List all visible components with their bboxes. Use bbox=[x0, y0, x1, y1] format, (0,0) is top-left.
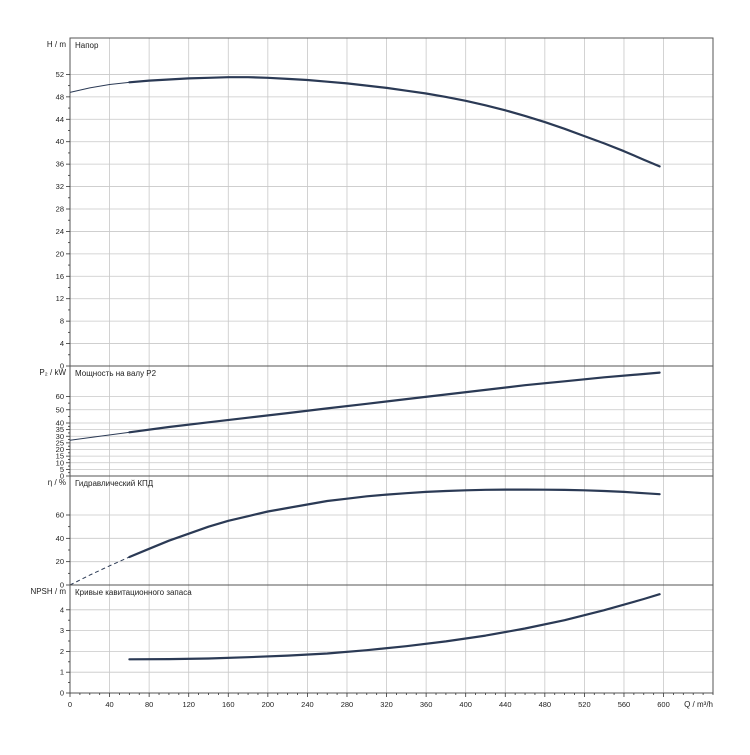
panel-title-head: Напор bbox=[75, 41, 99, 50]
x-tick-label: 600 bbox=[657, 700, 670, 709]
y-tick-label: 12 bbox=[56, 294, 64, 303]
x-tick-label: 520 bbox=[578, 700, 591, 709]
y-tick-label: 35 bbox=[56, 425, 64, 434]
y-tick-label: 8 bbox=[60, 317, 64, 326]
y-tick-label: 16 bbox=[56, 272, 64, 281]
x-tick-label: 560 bbox=[618, 700, 631, 709]
x-tick-label: 400 bbox=[459, 700, 472, 709]
x-tick-label: 280 bbox=[341, 700, 354, 709]
series-line-efficiency-1 bbox=[128, 488, 661, 559]
x-tick-label: 240 bbox=[301, 700, 314, 709]
y-tick-label: 52 bbox=[56, 70, 64, 79]
y-tick-label: 24 bbox=[56, 227, 64, 236]
y-axis-label-efficiency: η / % bbox=[48, 478, 66, 487]
y-tick-label: 40 bbox=[56, 137, 64, 146]
x-tick-label: 40 bbox=[105, 700, 113, 709]
y-tick-label: 2 bbox=[60, 647, 64, 656]
y-tick-label: 60 bbox=[56, 392, 64, 401]
x-tick-label: 320 bbox=[380, 700, 393, 709]
series-line-power-0 bbox=[69, 431, 130, 441]
y-tick-label: 28 bbox=[56, 205, 64, 214]
series-line-head-1 bbox=[128, 76, 661, 168]
panel-title-npsh: Кривые кавитационного запаса bbox=[75, 588, 192, 597]
x-tick-label: 480 bbox=[539, 700, 552, 709]
y-tick-label: 3 bbox=[60, 626, 64, 635]
panel-title-efficiency: Гидравлический КПД bbox=[75, 479, 154, 488]
x-tick-label: 360 bbox=[420, 700, 433, 709]
series-line-npsh-0 bbox=[128, 593, 661, 661]
y-tick-label: 44 bbox=[56, 115, 64, 124]
y-tick-label: 20 bbox=[56, 445, 64, 454]
y-tick-label: 60 bbox=[56, 511, 64, 520]
y-tick-label: 20 bbox=[56, 557, 64, 566]
series-line-power-1 bbox=[128, 371, 661, 434]
y-tick-label: 10 bbox=[56, 458, 64, 467]
y-tick-label: 32 bbox=[56, 182, 64, 191]
y-tick-label: 30 bbox=[56, 432, 64, 441]
y-tick-label: 20 bbox=[56, 249, 64, 258]
y-tick-label: 40 bbox=[56, 419, 64, 428]
y-tick-label: 4 bbox=[60, 339, 64, 348]
y-tick-label: 0 bbox=[60, 472, 64, 481]
panel-title-power: Мощность на валу P2 bbox=[75, 369, 157, 378]
y-tick-label: 48 bbox=[56, 92, 64, 101]
y-tick-label: 0 bbox=[60, 689, 64, 698]
x-tick-label: 0 bbox=[68, 700, 72, 709]
y-axis-label-head: H / m bbox=[47, 40, 66, 49]
y-tick-label: 5 bbox=[60, 465, 64, 474]
x-axis-label: Q / m³/h bbox=[684, 700, 713, 709]
y-tick-label: 4 bbox=[60, 605, 64, 614]
x-tick-label: 200 bbox=[262, 700, 275, 709]
x-tick-label: 440 bbox=[499, 700, 512, 709]
series-line-head-0 bbox=[69, 81, 130, 93]
x-tick-label: 160 bbox=[222, 700, 235, 709]
y-tick-label: 50 bbox=[56, 405, 64, 414]
y-tick-label: 0 bbox=[60, 362, 64, 371]
y-axis-label-power: P₂ / kW bbox=[39, 368, 66, 377]
y-tick-label: 0 bbox=[60, 581, 64, 590]
y-tick-label: 36 bbox=[56, 160, 64, 169]
y-tick-label: 25 bbox=[56, 438, 64, 447]
x-tick-label: 120 bbox=[182, 700, 195, 709]
y-axis-label-npsh: NPSH / m bbox=[30, 587, 66, 596]
y-tick-label: 40 bbox=[56, 534, 64, 543]
y-tick-label: 1 bbox=[60, 668, 64, 677]
x-tick-label: 80 bbox=[145, 700, 153, 709]
panel-frame-npsh bbox=[69, 584, 714, 694]
y-tick-label: 15 bbox=[56, 452, 64, 461]
